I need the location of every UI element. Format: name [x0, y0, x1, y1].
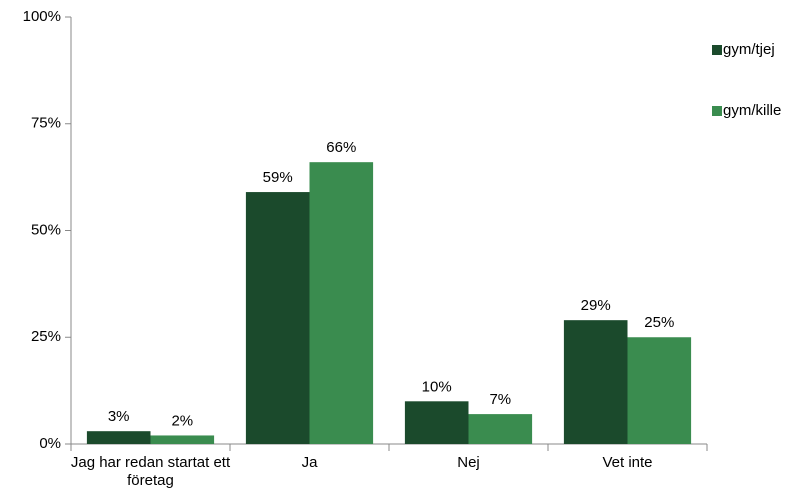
y-tick-label: 75%	[31, 115, 61, 132]
x-tick-label-box: Jag har redan startat ett företag	[70, 454, 231, 489]
y-tick-label: 100%	[23, 8, 61, 25]
bar	[627, 337, 692, 444]
bar	[309, 162, 374, 444]
x-tick-label: Ja	[301, 454, 318, 471]
value-label: 25%	[644, 314, 674, 331]
x-tick-label: Vet inte	[602, 454, 653, 471]
legend-swatch	[712, 45, 722, 55]
y-tick-label: 50%	[31, 221, 61, 238]
value-label: 3%	[108, 408, 130, 425]
value-label: 66%	[326, 139, 356, 156]
value-label: 29%	[581, 297, 611, 314]
value-label: 7%	[489, 391, 511, 408]
legend-label: gym/kille	[723, 102, 781, 119]
y-tick-label: 0%	[39, 435, 61, 452]
bar	[245, 192, 310, 444]
bar	[563, 320, 628, 444]
legend-swatch	[712, 106, 722, 116]
value-label: 2%	[171, 412, 193, 429]
x-tick-label: Nej	[457, 454, 480, 471]
value-label: 59%	[263, 169, 293, 186]
bar	[86, 431, 151, 444]
x-tick-label-box: Nej	[457, 454, 480, 471]
x-tick-label-box: Ja	[301, 454, 318, 471]
y-tick-label: 25%	[31, 328, 61, 345]
legend-label: gym/tjej	[723, 41, 775, 58]
bar	[150, 435, 215, 444]
value-label: 10%	[422, 378, 452, 395]
x-tick-label: Jag har redan startat ett företag	[70, 454, 231, 489]
x-tick-label-box: Vet inte	[602, 454, 653, 471]
bar	[404, 401, 469, 444]
bar	[468, 414, 533, 444]
